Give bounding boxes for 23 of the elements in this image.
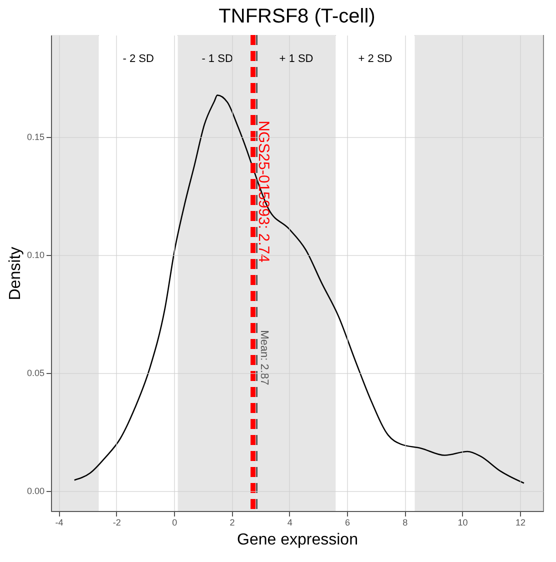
x-tick-label: 0 — [172, 518, 178, 528]
ref-line-label: Mean: 2.87 — [258, 330, 270, 386]
x-tick-label: 6 — [345, 518, 350, 528]
ref-line-label: NGS25-015993: 2.74 — [255, 120, 272, 262]
x-tick-label: 8 — [402, 518, 408, 528]
x-tick-label: 12 — [515, 518, 526, 528]
x-axis-title: Gene expression — [237, 532, 358, 548]
x-tick-label: -2 — [112, 518, 121, 528]
y-tick-label: 0.10 — [26, 250, 44, 260]
band-label: - 2 SD — [122, 53, 154, 65]
y-tick-label: 0.00 — [26, 486, 44, 496]
chart-title: TNFRSF8 (T-cell) — [218, 6, 376, 28]
y-axis-title: Density — [6, 246, 24, 300]
x-tick-label: 4 — [287, 518, 292, 528]
band-label: - 1 SD — [202, 53, 233, 65]
y-tick-label: 0.15 — [26, 132, 44, 142]
x-tick-label: -4 — [55, 518, 64, 528]
band-label: + 1 SD — [279, 53, 314, 65]
x-tick-label: 2 — [230, 518, 235, 528]
y-tick-label: 0.05 — [26, 368, 44, 378]
line-series — [74, 94, 525, 484]
band-label: + 2 SD — [358, 53, 392, 65]
x-tick-label: 10 — [458, 518, 468, 528]
